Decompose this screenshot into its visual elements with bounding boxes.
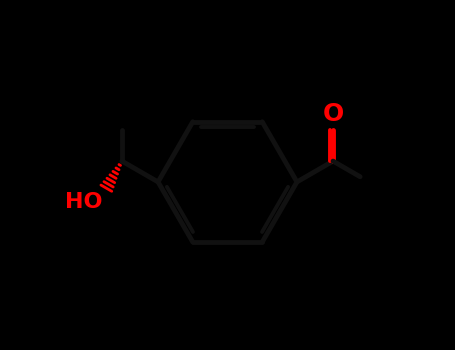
- Text: O: O: [323, 102, 344, 126]
- Text: HO: HO: [66, 192, 103, 212]
